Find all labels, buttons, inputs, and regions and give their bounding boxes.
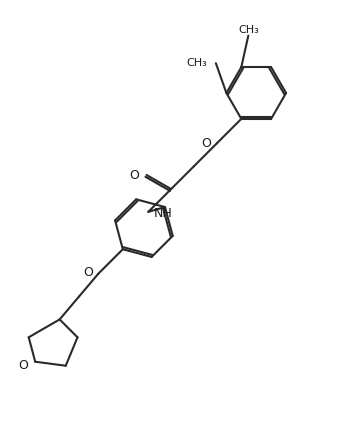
Text: CH₃: CH₃	[238, 25, 259, 36]
Text: O: O	[18, 359, 28, 372]
Text: O: O	[130, 169, 140, 182]
Text: CH₃: CH₃	[186, 58, 207, 68]
Text: NH: NH	[154, 207, 172, 220]
Text: O: O	[201, 137, 211, 150]
Text: O: O	[83, 266, 93, 278]
